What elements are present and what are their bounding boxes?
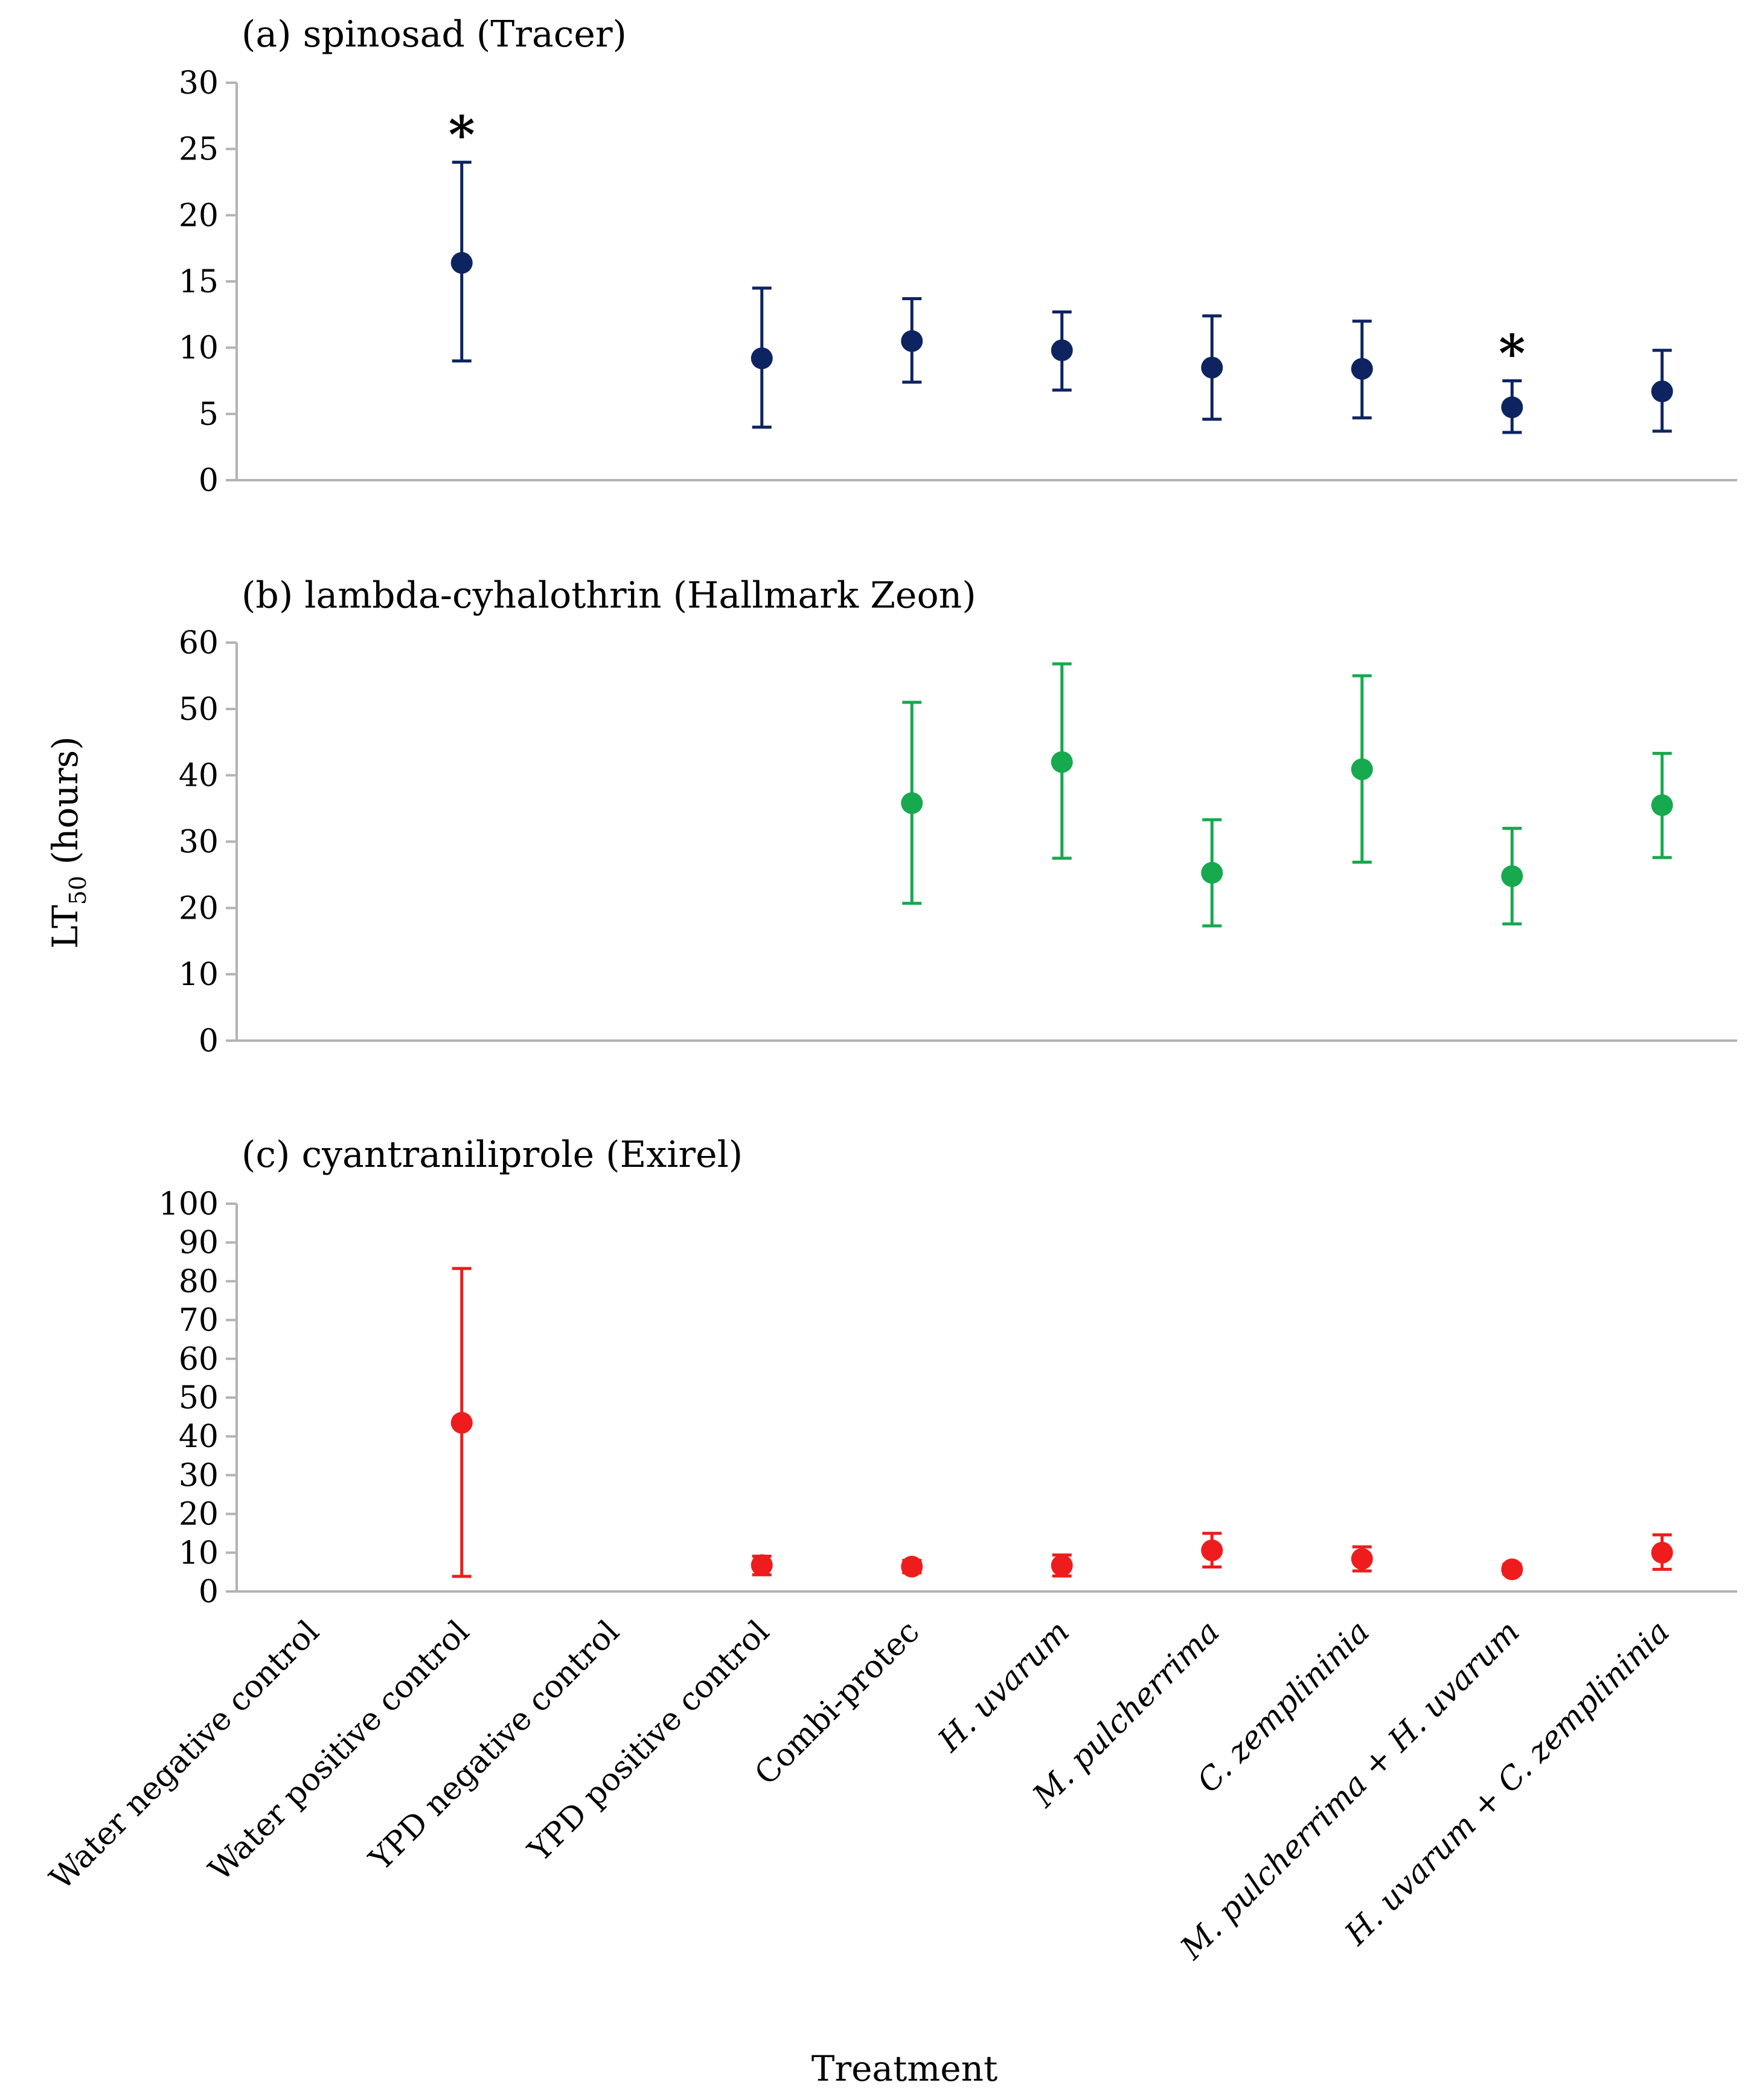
- y-tick-label: 30: [179, 1457, 219, 1494]
- data-point-marker: [901, 1555, 923, 1578]
- data-point-group: [1651, 348, 1673, 433]
- data-point-group: [450, 1267, 473, 1578]
- data-point-marker: [751, 347, 773, 370]
- y-tick-label: 20: [179, 890, 219, 926]
- data-point-marker: [1651, 794, 1673, 817]
- category-label-part: M. pulcherrima: [1173, 1766, 1374, 1967]
- y-tick-label: 50: [179, 692, 219, 728]
- data-point-group: [901, 297, 923, 384]
- data-point-group: [1351, 674, 1373, 864]
- data-point-marker: [1651, 1541, 1673, 1564]
- data-point-marker: [1201, 862, 1223, 884]
- y-tick-label: 100: [159, 1186, 219, 1222]
- y-tick-label: 10: [179, 957, 219, 993]
- data-point-marker: [1051, 339, 1073, 362]
- y-tick-label: 10: [179, 330, 219, 367]
- y-tick-label: 0: [199, 1574, 219, 1610]
- x-axis-title: Treatment: [812, 2048, 998, 2089]
- chart-panels: (a) spinosad (Tracer) 0 5 10 15 20 25 30 * * (b) l…: [159, 13, 1737, 1610]
- data-point-group: [901, 1555, 923, 1578]
- y-axis-title-subscript: 50: [65, 876, 91, 905]
- category-label: Water negative control: [43, 1614, 326, 1897]
- y-tick-label: 30: [179, 65, 219, 101]
- data-point-group: [1051, 662, 1073, 860]
- category-label: Water positive control: [202, 1614, 476, 1888]
- data-point-marker: [1051, 1554, 1073, 1576]
- panel-3: (c) cyantraniliprole (Exirel) 01020304050…: [159, 1134, 1737, 1610]
- y-tick-label: 60: [179, 625, 219, 661]
- data-point-marker: [1651, 381, 1673, 403]
- data-point-group: [1501, 1558, 1523, 1581]
- data-point-group: [901, 701, 923, 905]
- y-tick-label: 70: [179, 1303, 219, 1339]
- significance-asterisk: *: [1499, 324, 1525, 384]
- data-point-group: [1651, 751, 1673, 859]
- data-point-group: [1201, 1532, 1223, 1569]
- y-tick-label: 10: [179, 1535, 219, 1572]
- panel-2: (b) lambda-cyhalothrin (Hallmark Zeon) 0 1…: [179, 574, 1737, 1059]
- y-tick-label: 40: [179, 758, 219, 794]
- category-label: YPD positive control: [521, 1614, 776, 1869]
- data-point-group: [751, 286, 773, 429]
- y-axis-title-main: LT: [45, 905, 86, 949]
- data-point-marker: [1201, 1539, 1223, 1561]
- category-label: H. uvarum: [931, 1614, 1077, 1759]
- y-axis-title: LT50 (hours): [45, 736, 91, 949]
- category-label-part: H. uvarum: [931, 1614, 1077, 1759]
- data-point-group: *: [449, 105, 475, 363]
- y-tick-label: 20: [179, 1497, 219, 1533]
- panel-title: (b) lambda-cyhalothrin (Hallmark Zeon): [242, 574, 976, 617]
- data-point-group: *: [1499, 324, 1525, 434]
- panel-title: (c) cyantraniliprole (Exirel): [242, 1134, 743, 1176]
- data-point-group: [1351, 1545, 1373, 1573]
- category-label-part: H. uvarum: [1381, 1614, 1526, 1759]
- data-point-group: [1051, 1553, 1073, 1578]
- data-point-marker: [450, 1411, 473, 1434]
- panel-title: (a) spinosad (Tracer): [242, 13, 627, 56]
- category-label-part: H. uvarum: [1338, 1807, 1484, 1953]
- data-point-group: [1201, 314, 1223, 421]
- data-point-marker: [1351, 758, 1373, 780]
- data-point-group: [1351, 319, 1373, 420]
- y-tick-label: 40: [179, 1419, 219, 1455]
- data-point-marker: [1051, 751, 1073, 773]
- data-point-marker: [901, 792, 923, 814]
- data-point-marker: [450, 252, 473, 274]
- data-point-marker: [1501, 1558, 1523, 1581]
- y-tick-label: 50: [179, 1380, 219, 1416]
- data-point-marker: [1351, 358, 1373, 380]
- y-tick-label: 20: [179, 197, 219, 234]
- category-label: YPD negative control: [362, 1614, 627, 1878]
- data-point-marker: [1501, 396, 1523, 419]
- y-tick-label: 0: [199, 463, 219, 499]
- data-point-marker: [1501, 865, 1523, 887]
- y-tick-label: 15: [179, 264, 219, 300]
- data-point-group: [1651, 1533, 1673, 1571]
- data-point-group: [1201, 818, 1223, 928]
- y-axis-title-suffix: (hours): [45, 736, 86, 876]
- y-tick-label: 25: [179, 132, 219, 168]
- y-tick-label: 80: [179, 1264, 219, 1300]
- category-label: H. uvarum + C. zemplininia: [1338, 1614, 1677, 1953]
- panel-1: (a) spinosad (Tracer) 0 5 10 15 20 25 30 * *: [179, 13, 1737, 499]
- data-point-group: [1501, 827, 1523, 926]
- y-tick-label: 90: [179, 1225, 219, 1261]
- y-tick-label: 0: [199, 1023, 219, 1059]
- y-tick-label: 30: [179, 824, 219, 861]
- y-tick-label: 5: [199, 396, 219, 432]
- data-point-group: [1051, 310, 1073, 392]
- data-point-group: [751, 1554, 773, 1576]
- y-tick-label: 60: [179, 1341, 219, 1378]
- data-point-marker: [901, 330, 923, 352]
- data-point-marker: [1351, 1548, 1373, 1570]
- significance-asterisk: *: [449, 105, 475, 165]
- data-point-marker: [751, 1554, 773, 1576]
- data-point-marker: [1201, 356, 1223, 379]
